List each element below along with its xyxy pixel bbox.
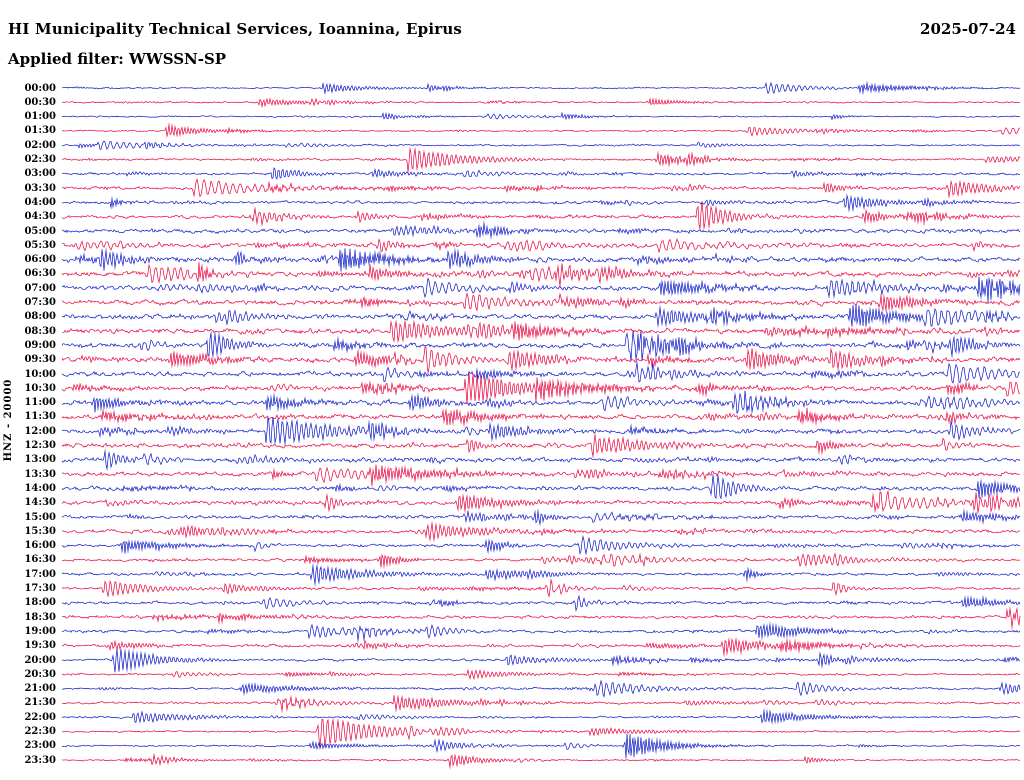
time-label: 02:30 <box>24 154 56 165</box>
time-label: 06:00 <box>24 254 56 266</box>
time-axis: 00:00 00:30 01:00 01:30 02:00 02:30 03:00 03:30… <box>0 0 58 780</box>
time-label: 21:00 <box>24 683 56 695</box>
time-label: 02:00 <box>24 139 56 151</box>
time-label: 15:30 <box>24 525 56 537</box>
time-label: 06:30 <box>24 268 56 280</box>
time-label: 08:30 <box>24 325 56 337</box>
time-label: 14:30 <box>24 497 56 509</box>
time-label: 20:30 <box>24 668 56 680</box>
time-label: 05:30 <box>24 239 56 251</box>
time-label: 10:00 <box>24 368 56 380</box>
time-label: 01:30 <box>24 125 56 137</box>
time-label: 15:00 <box>24 511 56 523</box>
time-label: 21:30 <box>24 697 56 709</box>
time-label: 08:00 <box>24 311 56 323</box>
time-label: 17:30 <box>24 583 56 594</box>
time-label: 12:00 <box>24 425 56 437</box>
time-label: 19:00 <box>24 625 56 637</box>
time-label: 22:00 <box>24 711 56 723</box>
time-label: 20:00 <box>24 654 56 666</box>
time-label: 00:00 <box>24 82 56 94</box>
time-label: 00:30 <box>24 96 56 108</box>
time-label: 07:30 <box>24 297 56 308</box>
time-label: 16:30 <box>24 554 56 566</box>
time-label: 09:00 <box>24 339 56 351</box>
time-label: 14:00 <box>24 482 56 494</box>
time-label: 16:00 <box>24 540 56 552</box>
time-label: 18:00 <box>24 597 56 609</box>
time-label: 18:30 <box>24 611 56 623</box>
time-label: 23:30 <box>24 754 56 766</box>
time-label: 05:00 <box>24 225 56 237</box>
time-label: 04:30 <box>24 211 56 223</box>
time-label: 22:30 <box>24 726 56 737</box>
time-label: 07:00 <box>24 282 56 294</box>
time-label: 01:00 <box>24 111 56 123</box>
time-label: 17:00 <box>24 568 56 580</box>
time-label: 11:30 <box>24 411 56 423</box>
time-label: 04:00 <box>24 196 56 208</box>
time-label: 09:30 <box>24 354 56 366</box>
time-label: 12:30 <box>24 440 56 451</box>
time-label: 13:30 <box>24 468 56 480</box>
time-label: 11:00 <box>24 397 56 409</box>
time-label: 19:30 <box>24 640 56 652</box>
time-label: 03:30 <box>24 182 56 194</box>
time-label: 23:00 <box>24 740 56 752</box>
time-label: 10:30 <box>24 382 56 394</box>
time-label: 13:00 <box>24 454 56 466</box>
time-label: 03:00 <box>24 168 56 180</box>
